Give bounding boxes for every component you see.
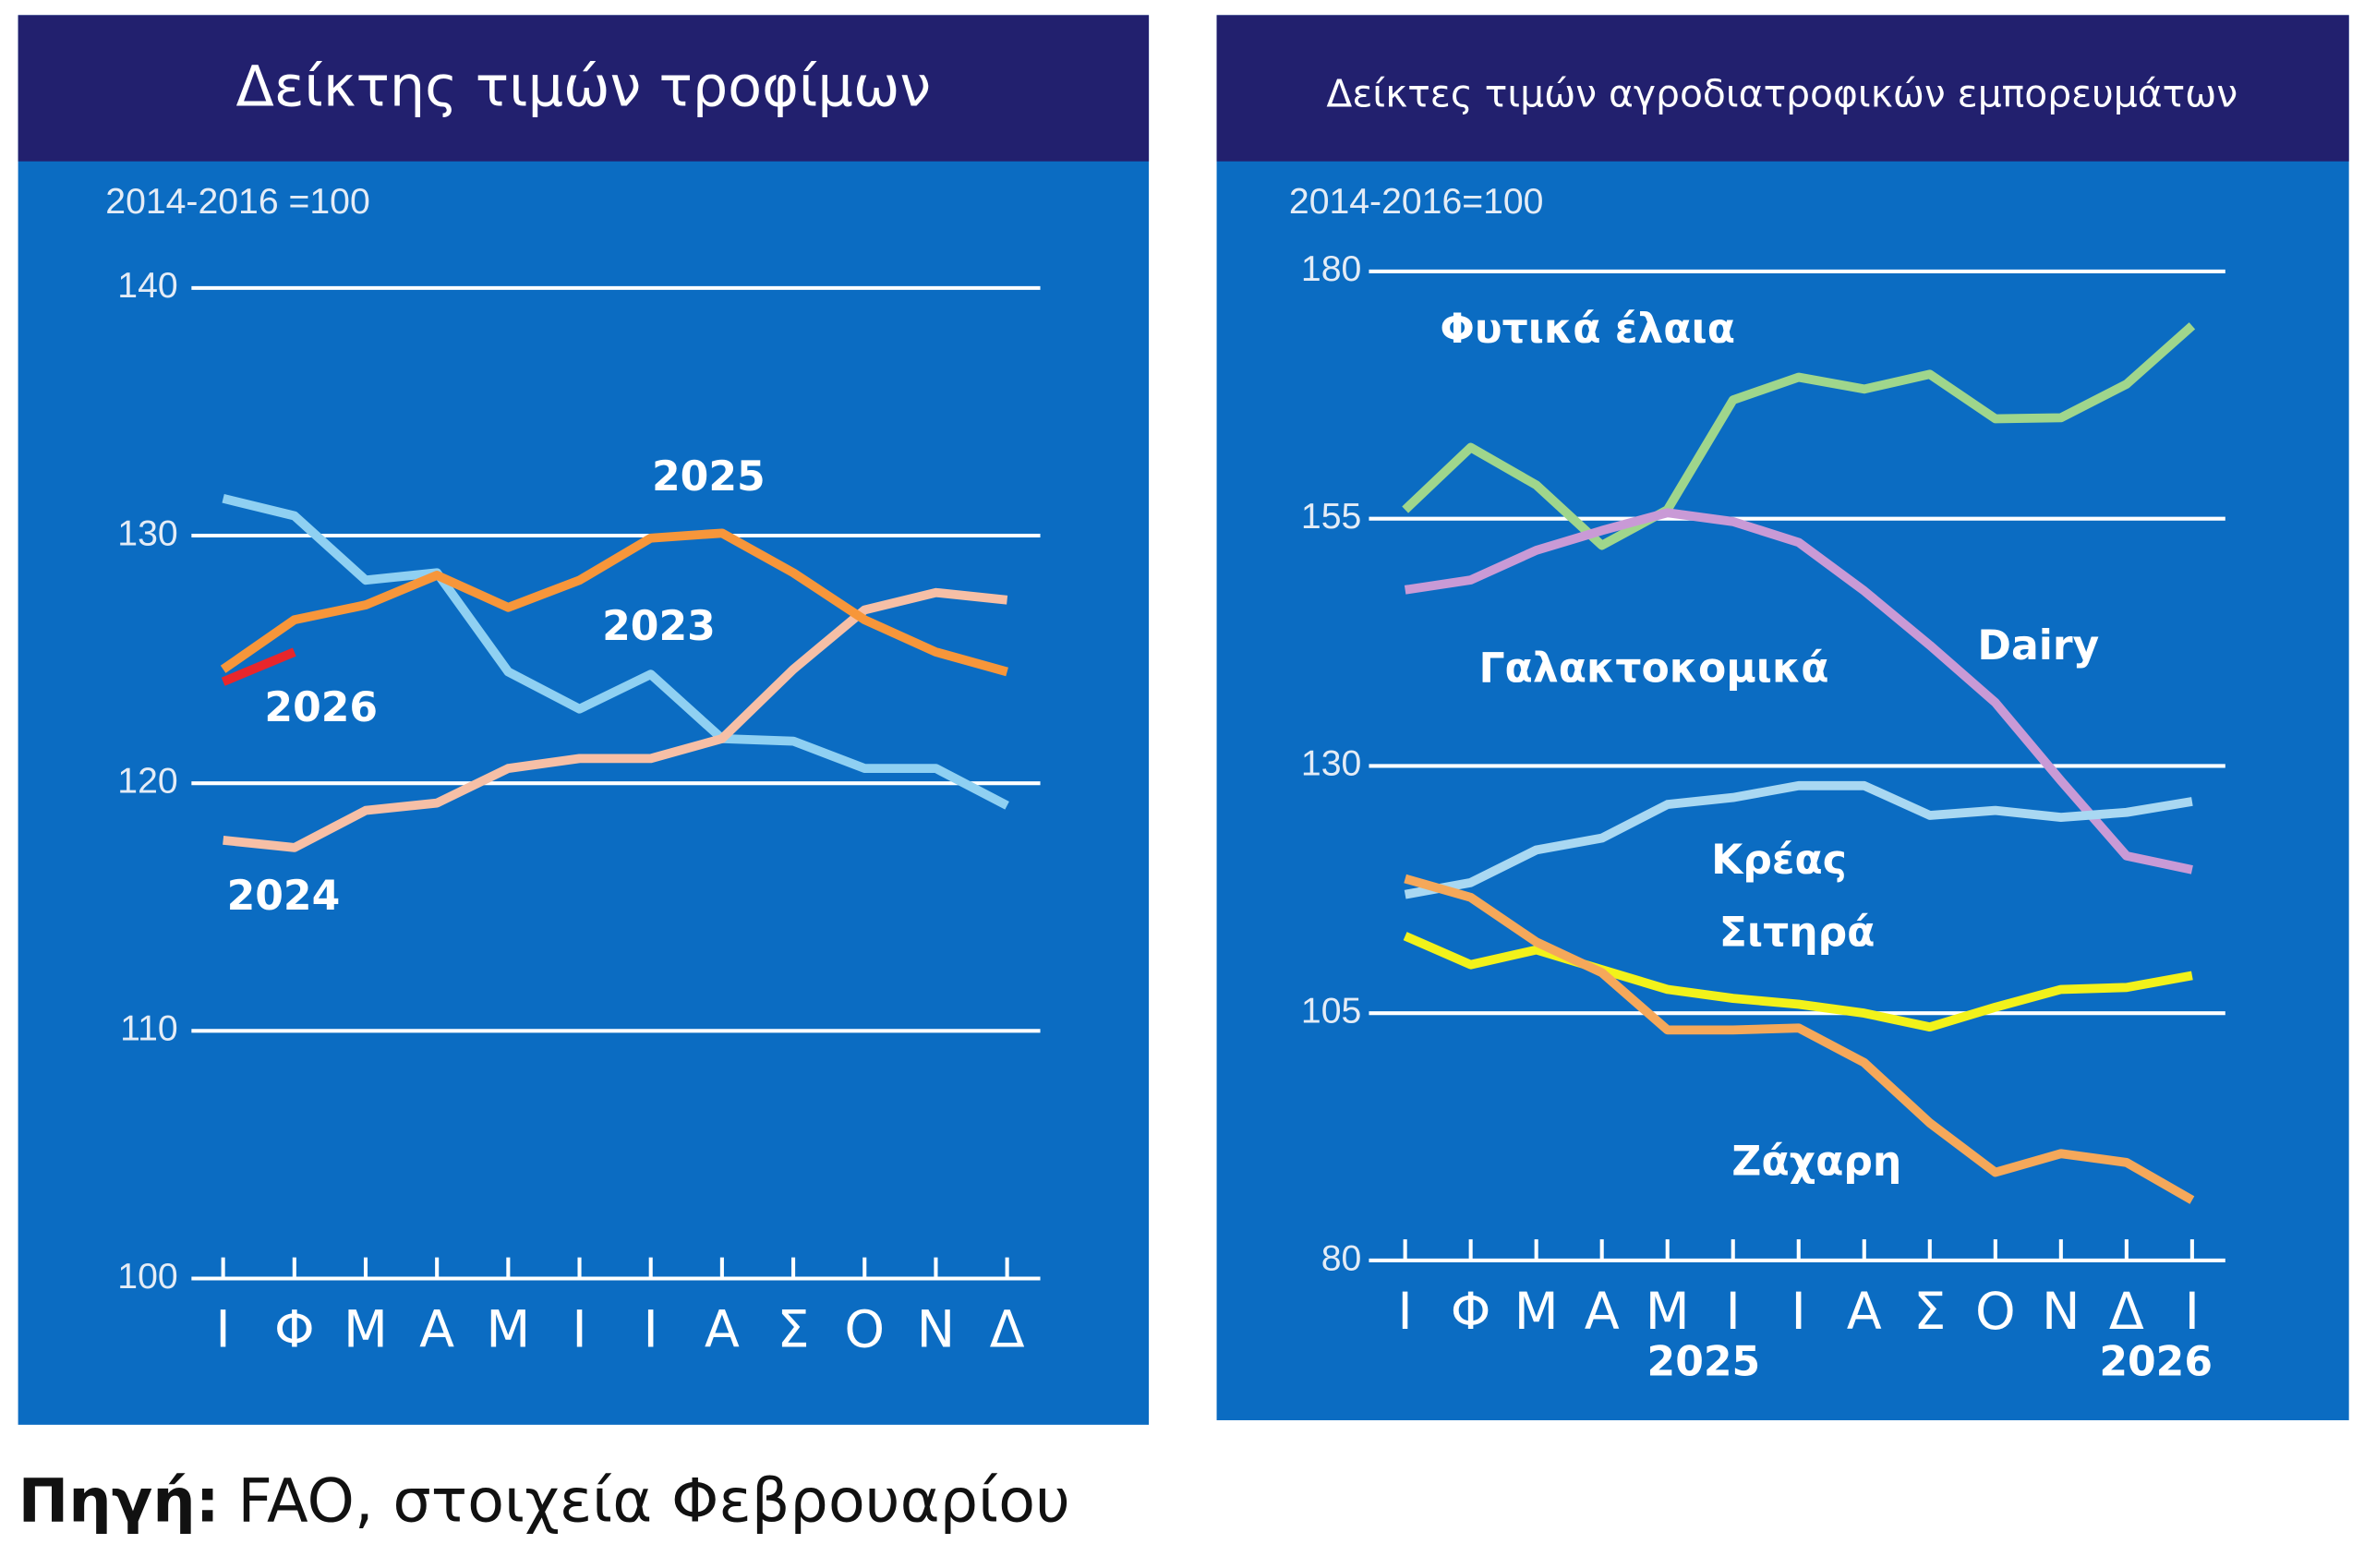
- source-text: FAO, στοιχεία Φεβρουαρίου: [237, 1465, 1069, 1536]
- panel-header: [18, 15, 1150, 162]
- series-line: [1404, 508, 2193, 874]
- series-line: [222, 494, 1009, 810]
- panel-header: [1216, 15, 2349, 162]
- x-tick-label: Α: [1847, 1282, 1882, 1342]
- y-tick-label: 180: [1301, 249, 1361, 289]
- x-tick-label: Σ: [778, 1299, 810, 1359]
- series-line: [1404, 780, 2193, 899]
- annotation: Dairy: [1977, 622, 2099, 669]
- x-tick-label: Α: [1585, 1282, 1620, 1342]
- source: Πηγή: FAO, στοιχεία Φεβρουαρίου: [18, 1465, 1070, 1536]
- x-tick-label: Μ: [344, 1299, 388, 1359]
- series-line: [221, 647, 296, 686]
- series-line: [1402, 322, 2196, 550]
- series-label: Γαλακτοκομικά: [1478, 645, 1828, 693]
- x-tick-label: Ι: [215, 1299, 230, 1359]
- x-tick-label: Σ: [1913, 1282, 1946, 1342]
- x-tick-label: Φ: [274, 1299, 315, 1359]
- x-tick-label: Ι: [1791, 1282, 1806, 1342]
- year-label: 2026: [2099, 1339, 2213, 1386]
- x-tick-label: Ν: [2042, 1282, 2081, 1342]
- series-line: [220, 528, 1008, 677]
- x-tick-label: Ο: [1975, 1282, 2016, 1342]
- y-tick-label: 105: [1301, 992, 1361, 1031]
- y-tick-label: 120: [117, 762, 177, 802]
- series-label: Σιτηρά: [1719, 909, 1876, 956]
- series-label: 2026: [264, 684, 378, 731]
- x-tick-label: Δ: [2109, 1282, 2144, 1342]
- x-tick-label: Ι: [572, 1299, 586, 1359]
- x-tick-label: Ι: [644, 1299, 658, 1359]
- chart-title: Δείκτες τιμών αγροδιατροφικών εμπορευμάτ…: [1326, 72, 2237, 116]
- y-tick-label: 130: [1301, 744, 1361, 784]
- series-line: [223, 587, 1008, 852]
- x-tick-label: Ν: [917, 1299, 956, 1359]
- x-tick-label: Μ: [486, 1299, 530, 1359]
- x-tick-label: Φ: [1451, 1282, 1491, 1342]
- panel: [18, 15, 1150, 1425]
- series-label: Φυτικά έλαια: [1440, 306, 1735, 353]
- series-label: 2024: [227, 873, 341, 920]
- y-tick-label: 155: [1301, 497, 1361, 537]
- series-label: Ζάχαρη: [1731, 1138, 1901, 1185]
- unit-label: 2014-2016=100: [1289, 182, 1544, 222]
- y-tick-label: 100: [117, 1257, 177, 1297]
- y-tick-label: 130: [117, 513, 177, 553]
- series-label: 2025: [652, 453, 766, 501]
- x-tick-label: Μ: [1514, 1282, 1559, 1342]
- y-tick-label: 140: [117, 266, 177, 306]
- unit-label: 2014-2016 =100: [105, 182, 369, 222]
- series-line: [1404, 874, 2195, 1204]
- x-tick-label: Ι: [1726, 1282, 1741, 1342]
- x-tick-label: Δ: [990, 1299, 1025, 1359]
- x-tick-label: Α: [419, 1299, 454, 1359]
- source-label: Πηγή:: [18, 1465, 220, 1536]
- series-line: [1403, 932, 2193, 1032]
- series-label: 2023: [602, 603, 716, 650]
- y-tick-label: 110: [120, 1009, 177, 1049]
- x-tick-label: Ι: [1397, 1282, 1412, 1342]
- x-tick-label: Ι: [2185, 1282, 2200, 1342]
- x-tick-label: Α: [705, 1299, 740, 1359]
- series-label: Κρέας: [1711, 837, 1847, 884]
- y-tick-label: 80: [1321, 1238, 1362, 1278]
- panel: [1216, 15, 2349, 1420]
- chart-title: Δείκτης τιμών τροφίμων: [236, 55, 932, 120]
- x-tick-label: Ο: [844, 1299, 885, 1359]
- year-label: 2025: [1647, 1339, 1761, 1386]
- x-tick-label: Μ: [1646, 1282, 1690, 1342]
